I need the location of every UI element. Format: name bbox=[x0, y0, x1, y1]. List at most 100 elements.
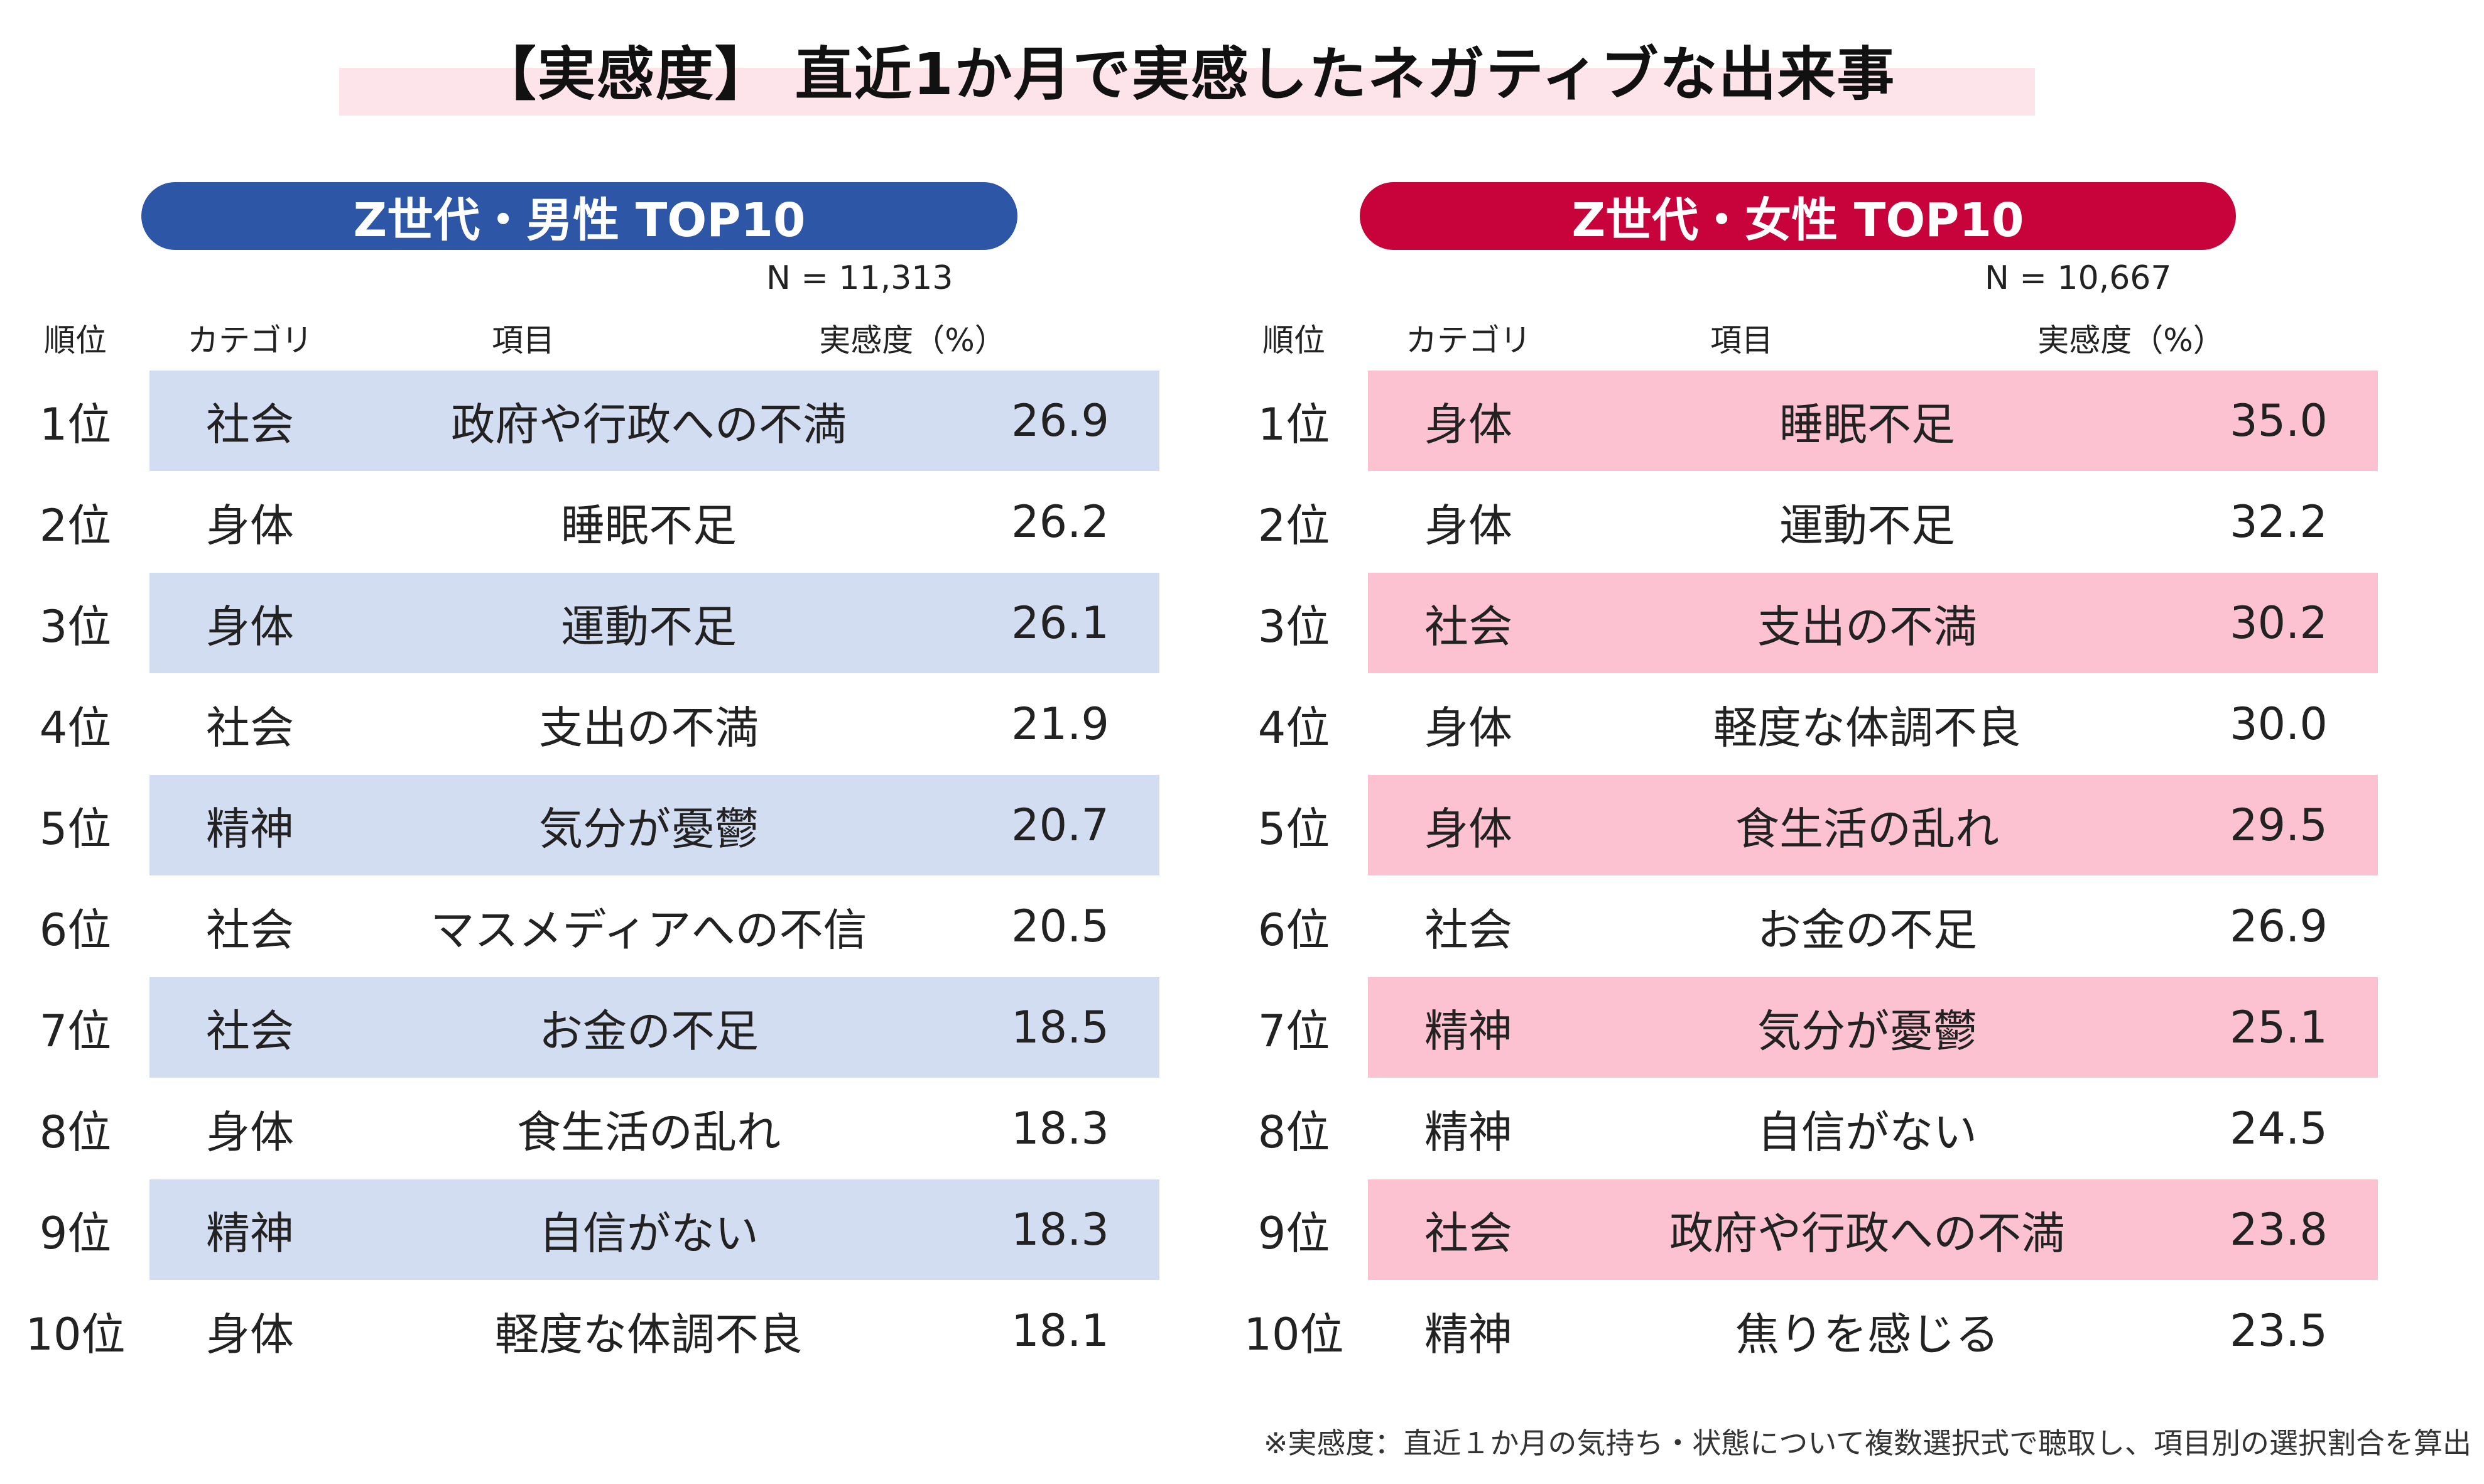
female-panel-title: Z世代・女性 TOP10 bbox=[1360, 182, 2236, 250]
male-sample-size: N = 11,313 bbox=[766, 259, 953, 297]
item-cell: 支出の不満 bbox=[539, 701, 759, 754]
value-cell: 26.1 bbox=[1011, 597, 1109, 649]
value-cell: 23.8 bbox=[2230, 1204, 2328, 1255]
table-row: 3位 身体 運動不足 26.1 bbox=[19, 573, 1212, 673]
row-highlight bbox=[149, 1179, 1159, 1280]
row-highlight bbox=[149, 573, 1159, 673]
rank-cell: 2位 bbox=[1257, 499, 1330, 551]
value-cell: 26.9 bbox=[2230, 901, 2328, 952]
category-cell: 身体 bbox=[1424, 499, 1512, 551]
table-row: 2位 身体 運動不足 32.2 bbox=[1237, 472, 2431, 572]
table-row: 3位 社会 支出の不満 30.2 bbox=[1237, 573, 2431, 673]
value-cell: 26.2 bbox=[1011, 496, 1109, 548]
category-cell: 精神 bbox=[1424, 1005, 1512, 1057]
value-cell: 29.5 bbox=[2230, 799, 2328, 851]
rank-cell: 6位 bbox=[39, 904, 112, 956]
rank-cell: 10位 bbox=[25, 1308, 126, 1360]
header-rank: 順位 bbox=[1262, 322, 1325, 359]
item-cell: マスメディアへの不信 bbox=[430, 904, 867, 956]
row-highlight bbox=[149, 371, 1159, 471]
category-cell: 社会 bbox=[206, 701, 294, 754]
value-cell: 30.2 bbox=[2230, 597, 2328, 649]
value-cell: 24.5 bbox=[2230, 1103, 2328, 1154]
male-table-body: 1位 社会 政府や行政への不満 26.9 2位 身体 睡眠不足 26.2 3位 身体 運動不足 26.… bbox=[19, 371, 1212, 1388]
table-row: 9位 社会 政府や行政への不満 23.8 bbox=[1237, 1179, 2431, 1280]
rank-cell: 9位 bbox=[1257, 1207, 1330, 1259]
category-cell: 精神 bbox=[1424, 1308, 1512, 1360]
row-highlight bbox=[1368, 775, 2378, 875]
table-row: 9位 精神 自信がない 18.3 bbox=[19, 1179, 1212, 1280]
table-row: 4位 社会 支出の不満 21.9 bbox=[19, 674, 1212, 774]
value-cell: 23.5 bbox=[2230, 1305, 2328, 1357]
rank-cell: 8位 bbox=[39, 1106, 112, 1158]
table-row: 10位 精神 焦りを感じる 23.5 bbox=[1237, 1281, 2431, 1381]
rank-cell: 5位 bbox=[1257, 803, 1330, 855]
category-cell: 社会 bbox=[1424, 904, 1512, 956]
category-cell: 社会 bbox=[1424, 600, 1512, 653]
footnote: ※実感度：直近１か月の気持ち・状態について複数選択式で聴取し、項目別の選択割合を… bbox=[1263, 1426, 2471, 1460]
row-highlight bbox=[1368, 977, 2378, 1078]
item-cell: 睡眠不足 bbox=[1779, 398, 1955, 450]
header-value: 実感度（%） bbox=[819, 322, 1006, 359]
category-cell: 社会 bbox=[206, 904, 294, 956]
rank-cell: 4位 bbox=[1257, 701, 1330, 754]
table-row: 1位 社会 政府や行政への不満 26.9 bbox=[19, 371, 1212, 471]
value-cell: 20.5 bbox=[1011, 901, 1109, 952]
header-item: 項目 bbox=[1710, 322, 1773, 359]
value-cell: 20.7 bbox=[1011, 799, 1109, 851]
value-cell: 18.5 bbox=[1011, 1002, 1109, 1053]
male-panel-title: Z世代・男性 TOP10 bbox=[141, 182, 1017, 250]
rank-cell: 1位 bbox=[1257, 398, 1330, 450]
row-highlight bbox=[149, 775, 1159, 875]
table-row: 1位 身体 睡眠不足 35.0 bbox=[1237, 371, 2431, 471]
item-cell: 自信がない bbox=[539, 1207, 759, 1259]
value-cell: 32.2 bbox=[2230, 496, 2328, 548]
category-cell: 身体 bbox=[1424, 803, 1512, 855]
category-cell: 身体 bbox=[206, 600, 294, 653]
item-cell: 気分が憂鬱 bbox=[1757, 1005, 1977, 1057]
rank-cell: 3位 bbox=[1257, 600, 1330, 653]
header-value: 実感度（%） bbox=[2037, 322, 2225, 359]
header-rank: 順位 bbox=[44, 322, 107, 359]
female-ranking-panel: Z世代・女性 TOP10 N = 10,667 順位 カテゴリ 項目 実感度（%… bbox=[1237, 182, 2431, 1400]
value-cell: 18.3 bbox=[1011, 1204, 1109, 1255]
page-title: 【実感度】 直近1か月で実感したネガティブな出来事 bbox=[478, 40, 1896, 108]
value-cell: 25.1 bbox=[2230, 1002, 2328, 1053]
table-row: 6位 社会 お金の不足 26.9 bbox=[1237, 876, 2431, 977]
item-cell: 運動不足 bbox=[561, 600, 737, 653]
row-highlight bbox=[1368, 1179, 2378, 1280]
header-category: カテゴリ bbox=[187, 322, 313, 359]
rank-cell: 4位 bbox=[39, 701, 112, 754]
female-sample-size: N = 10,667 bbox=[1985, 259, 2172, 297]
row-highlight bbox=[149, 977, 1159, 1078]
item-cell: 気分が憂鬱 bbox=[539, 803, 759, 855]
female-table-body: 1位 身体 睡眠不足 35.0 2位 身体 運動不足 32.2 3位 社会 支出の不満 30.2 4位身… bbox=[1237, 371, 2431, 1388]
rank-cell: 3位 bbox=[39, 600, 112, 653]
table-row: 10位 身体 軽度な体調不良 18.1 bbox=[19, 1281, 1212, 1381]
table-row: 6位 社会 マスメディアへの不信 20.5 bbox=[19, 876, 1212, 977]
table-row: 5位 精神 気分が憂鬱 20.7 bbox=[19, 775, 1212, 875]
table-row: 2位 身体 睡眠不足 26.2 bbox=[19, 472, 1212, 572]
item-cell: 睡眠不足 bbox=[561, 499, 737, 551]
value-cell: 18.3 bbox=[1011, 1103, 1109, 1154]
value-cell: 35.0 bbox=[2230, 395, 2328, 447]
table-row: 7位 社会 お金の不足 18.5 bbox=[19, 977, 1212, 1078]
row-highlight bbox=[1368, 371, 2378, 471]
category-cell: 身体 bbox=[206, 499, 294, 551]
rank-cell: 9位 bbox=[39, 1207, 112, 1259]
header-category: カテゴリ bbox=[1406, 322, 1531, 359]
item-cell: 焦りを感じる bbox=[1735, 1308, 1999, 1360]
rank-cell: 2位 bbox=[39, 499, 112, 551]
table-row: 8位 精神 自信がない 24.5 bbox=[1237, 1078, 2431, 1179]
category-cell: 精神 bbox=[206, 803, 294, 855]
item-cell: 支出の不満 bbox=[1757, 600, 1977, 653]
male-ranking-panel: Z世代・男性 TOP10 N = 11,313 順位 カテゴリ 項目 実感度（%… bbox=[19, 182, 1212, 1400]
category-cell: 社会 bbox=[1424, 1207, 1512, 1259]
item-cell: 政府や行政への不満 bbox=[1669, 1207, 2065, 1259]
table-row: 5位 身体 食生活の乱れ 29.5 bbox=[1237, 775, 2431, 875]
item-cell: お金の不足 bbox=[1757, 904, 1977, 956]
value-cell: 21.9 bbox=[1011, 698, 1109, 750]
item-cell: 軽度な体調不良 bbox=[495, 1308, 803, 1360]
item-cell: 軽度な体調不良 bbox=[1713, 701, 2021, 754]
header-item: 項目 bbox=[492, 322, 555, 359]
